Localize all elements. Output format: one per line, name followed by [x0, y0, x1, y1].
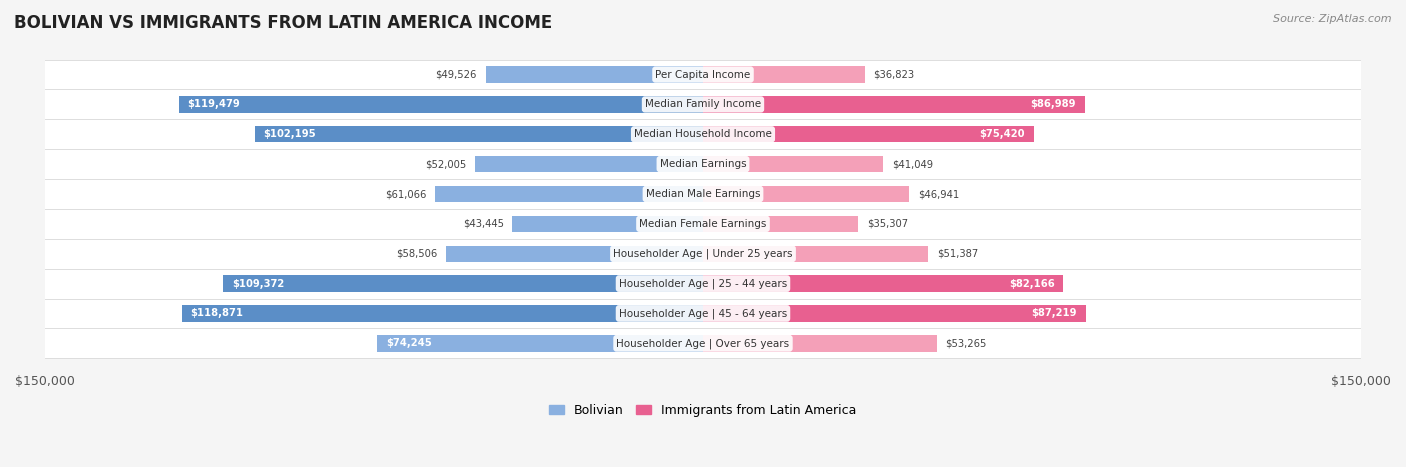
FancyBboxPatch shape: [45, 239, 1361, 269]
Bar: [181, 305, 703, 322]
Text: Householder Age | Under 25 years: Householder Age | Under 25 years: [613, 248, 793, 259]
Text: $75,420: $75,420: [980, 129, 1025, 139]
FancyBboxPatch shape: [45, 90, 1361, 120]
Text: Householder Age | 25 - 44 years: Householder Age | 25 - 44 years: [619, 278, 787, 289]
Text: $119,479: $119,479: [187, 99, 240, 109]
Text: Median Household Income: Median Household Income: [634, 129, 772, 139]
Text: $53,265: $53,265: [945, 338, 987, 348]
Bar: [703, 96, 1084, 113]
Bar: [703, 246, 928, 262]
Text: Median Earnings: Median Earnings: [659, 159, 747, 169]
FancyBboxPatch shape: [45, 269, 1361, 298]
Bar: [703, 126, 1033, 142]
Bar: [703, 335, 936, 352]
Text: $74,245: $74,245: [387, 338, 432, 348]
Bar: [224, 276, 703, 292]
Bar: [254, 126, 703, 142]
Bar: [703, 276, 1063, 292]
Bar: [703, 66, 865, 83]
Bar: [703, 305, 1085, 322]
Text: Householder Age | Over 65 years: Householder Age | Over 65 years: [616, 338, 790, 348]
Text: $43,445: $43,445: [463, 219, 503, 229]
Bar: [377, 335, 703, 352]
Text: $118,871: $118,871: [190, 308, 243, 318]
Bar: [179, 96, 703, 113]
Text: $102,195: $102,195: [263, 129, 316, 139]
Text: Median Female Earnings: Median Female Earnings: [640, 219, 766, 229]
Bar: [703, 186, 908, 202]
Legend: Bolivian, Immigrants from Latin America: Bolivian, Immigrants from Latin America: [544, 399, 862, 422]
Text: $36,823: $36,823: [873, 70, 914, 79]
Text: $35,307: $35,307: [866, 219, 908, 229]
Text: Source: ZipAtlas.com: Source: ZipAtlas.com: [1274, 14, 1392, 24]
Text: $109,372: $109,372: [232, 279, 284, 289]
FancyBboxPatch shape: [45, 120, 1361, 149]
Text: Per Capita Income: Per Capita Income: [655, 70, 751, 79]
Text: $41,049: $41,049: [891, 159, 934, 169]
Text: $58,506: $58,506: [396, 249, 437, 259]
Bar: [434, 186, 703, 202]
FancyBboxPatch shape: [45, 298, 1361, 328]
Text: $87,219: $87,219: [1032, 308, 1077, 318]
Text: BOLIVIAN VS IMMIGRANTS FROM LATIN AMERICA INCOME: BOLIVIAN VS IMMIGRANTS FROM LATIN AMERIC…: [14, 14, 553, 32]
FancyBboxPatch shape: [45, 179, 1361, 209]
Text: $51,387: $51,387: [938, 249, 979, 259]
Bar: [475, 156, 703, 172]
Text: Median Male Earnings: Median Male Earnings: [645, 189, 761, 199]
Text: $52,005: $52,005: [425, 159, 465, 169]
Bar: [703, 156, 883, 172]
Text: Householder Age | 45 - 64 years: Householder Age | 45 - 64 years: [619, 308, 787, 318]
FancyBboxPatch shape: [45, 149, 1361, 179]
Text: Median Family Income: Median Family Income: [645, 99, 761, 109]
Text: $86,989: $86,989: [1031, 99, 1076, 109]
Text: $46,941: $46,941: [918, 189, 959, 199]
Text: $61,066: $61,066: [385, 189, 426, 199]
Text: $49,526: $49,526: [436, 70, 477, 79]
Bar: [485, 66, 703, 83]
FancyBboxPatch shape: [45, 328, 1361, 358]
FancyBboxPatch shape: [45, 60, 1361, 90]
Bar: [446, 246, 703, 262]
Text: $82,166: $82,166: [1010, 279, 1054, 289]
FancyBboxPatch shape: [45, 209, 1361, 239]
Bar: [512, 216, 703, 232]
Bar: [703, 216, 858, 232]
